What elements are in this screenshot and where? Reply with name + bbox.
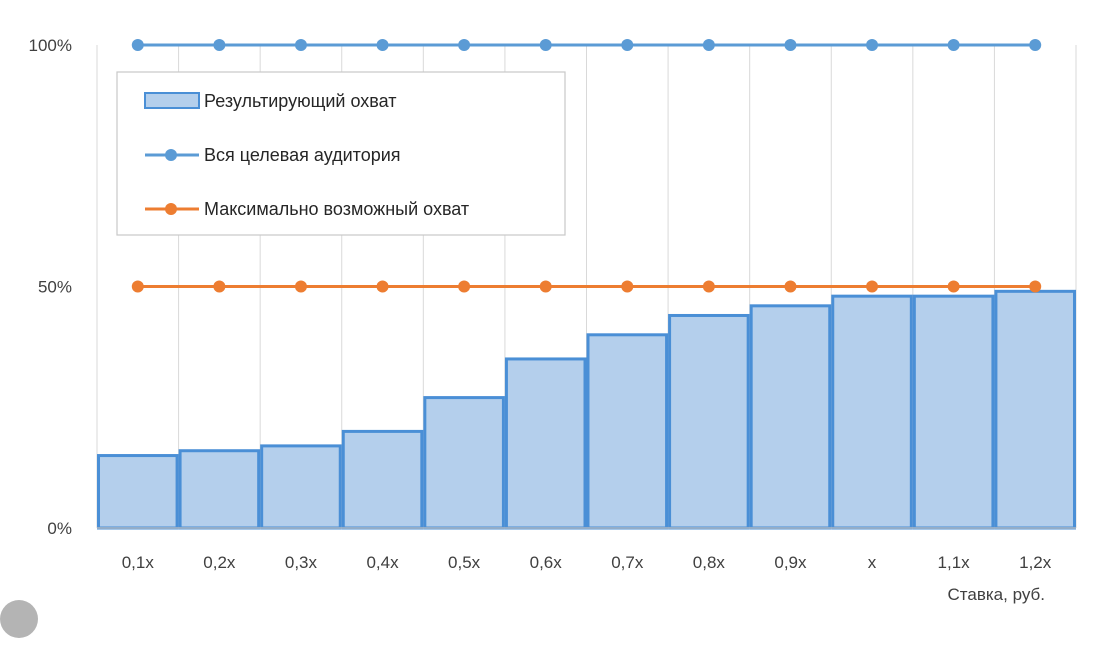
- series-2-point: [621, 280, 634, 293]
- legend-marker-max: [165, 203, 177, 215]
- x-tick-label: 0,9x: [774, 553, 807, 572]
- x-tick-labels: 0,1x 0,2x 0,3x 0,4x 0,5x 0,6x 0,7x 0,8x 0,9x x 1,1…: [122, 553, 1052, 572]
- x-tick-label: 1,2x: [1019, 553, 1052, 572]
- series-2-point: [702, 280, 715, 293]
- bar-11: [912, 294, 995, 530]
- series-1-point: [294, 39, 307, 51]
- series-1-point: [621, 39, 634, 51]
- legend-marker-target: [165, 149, 177, 161]
- series-1-point: [784, 39, 797, 51]
- legend-label-target-audience: Вся целевая аудитория: [204, 145, 401, 165]
- bar-4: [341, 429, 424, 530]
- legend-label-max-reach: Максимально возможный охват: [204, 199, 469, 219]
- y-tick-label: 50%: [38, 278, 72, 297]
- series-1-point: [702, 39, 715, 51]
- y-tick-label: 0%: [47, 519, 72, 538]
- x-tick-label: 0,7x: [611, 553, 644, 572]
- bar-6: [504, 357, 587, 530]
- bar-2: [178, 449, 261, 530]
- legend-swatch-bar: [144, 92, 200, 109]
- bar-10: [831, 294, 913, 530]
- series-1-point: [1029, 39, 1042, 51]
- series-1-point: [376, 39, 389, 51]
- series-2-point: [294, 280, 307, 293]
- series-lines: [131, 39, 1042, 293]
- series-2-point: [784, 280, 797, 293]
- series-1-point: [131, 39, 144, 51]
- bars: [97, 289, 1077, 530]
- series-2-point: [539, 280, 552, 293]
- bar-12: [994, 289, 1077, 530]
- series-2-point: [866, 280, 879, 293]
- x-tick-label: 0,4x: [366, 553, 399, 572]
- y-tick-labels: 0% 50% 100%: [29, 36, 72, 538]
- y-tick-label: 100%: [29, 36, 72, 55]
- series-2-point: [1029, 280, 1042, 293]
- series-1-point: [458, 39, 471, 51]
- bar-7: [586, 333, 669, 530]
- x-tick-label: 0,3x: [285, 553, 318, 572]
- series-2-point: [131, 280, 144, 293]
- x-axis-label: Ставка, руб.: [948, 585, 1045, 604]
- x-tick-label: 0,5x: [448, 553, 481, 572]
- series-2-point: [947, 280, 960, 293]
- x-tick-label: 0,6x: [530, 553, 563, 572]
- x-tick-label: 0,8x: [693, 553, 726, 572]
- x-tick-label: x: [868, 553, 877, 572]
- bar-5: [423, 396, 505, 530]
- series-2-point: [213, 280, 226, 293]
- bar-3: [260, 444, 342, 530]
- legend-label-resulting-reach: Результирующий охват: [204, 91, 397, 111]
- series-1-point: [213, 39, 226, 51]
- gray-circle-icon: [0, 600, 38, 638]
- bar-9: [749, 304, 832, 530]
- series-2-point: [376, 280, 389, 293]
- bar-8: [668, 313, 750, 530]
- x-tick-label: 0,2x: [203, 553, 236, 572]
- x-tick-label: 0,1x: [122, 553, 155, 572]
- series-1-point: [866, 39, 879, 51]
- series-1-point: [947, 39, 960, 51]
- x-tick-label: 1,1x: [938, 553, 971, 572]
- legend: Результирующий охват Вся целевая аудитор…: [116, 71, 566, 236]
- bar-1: [97, 454, 179, 530]
- series-1-point: [539, 39, 552, 51]
- series-2-point: [458, 280, 471, 293]
